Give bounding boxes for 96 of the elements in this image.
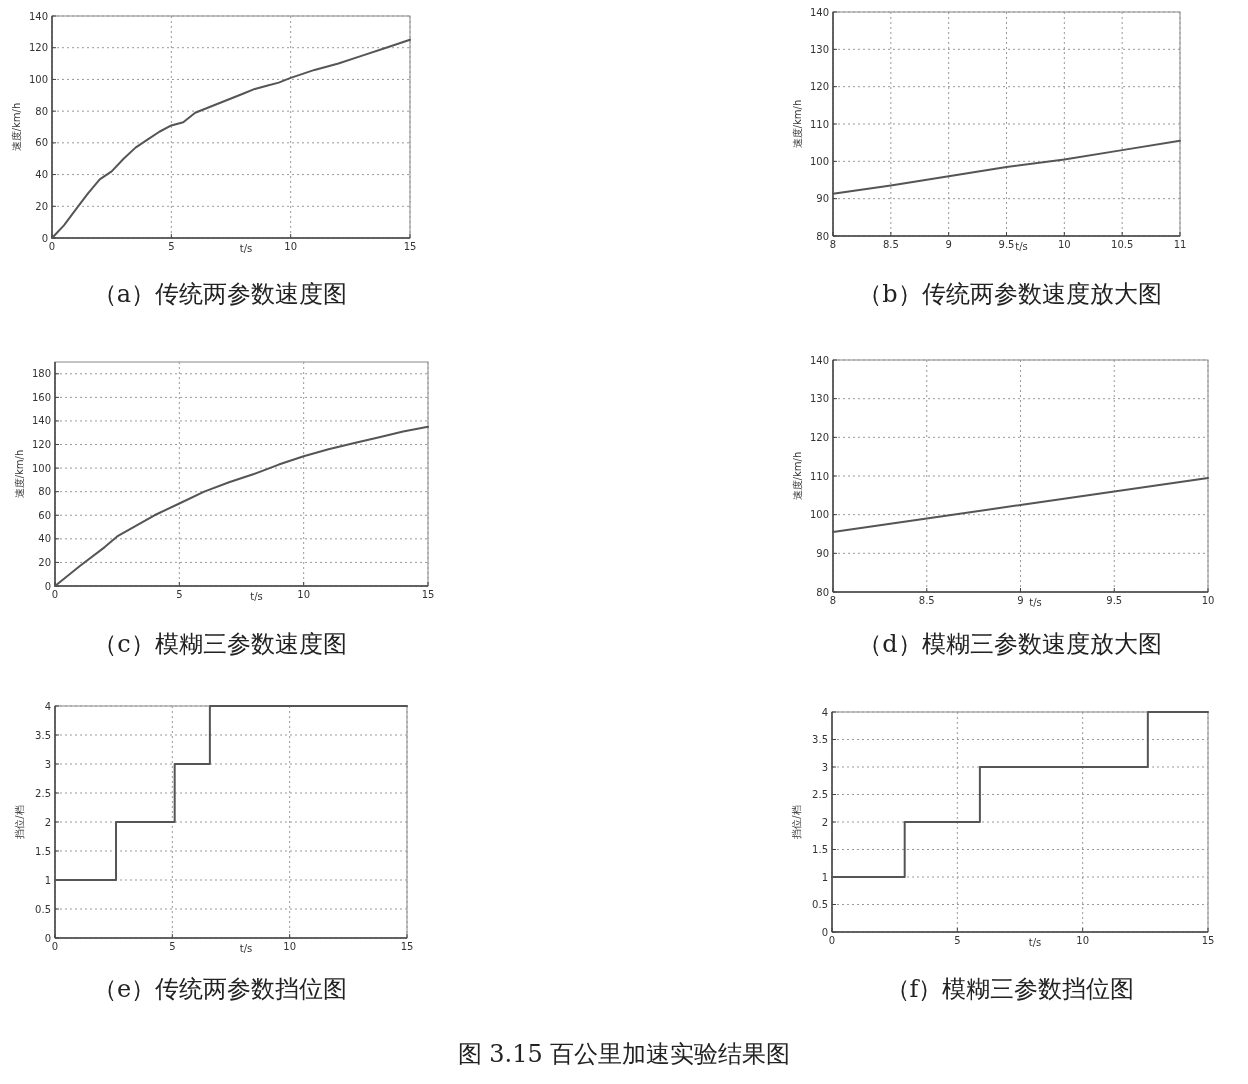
x-tick-label: 10 — [297, 589, 311, 600]
x-axis-title: t/s — [250, 591, 263, 602]
x-tick-label: 11 — [1173, 239, 1187, 250]
y-tick-label: 100 — [809, 155, 829, 167]
y-tick-label: 130 — [809, 393, 829, 405]
text: （e）传统两参数挡位图 — [92, 975, 348, 1003]
line-series — [832, 476, 1209, 534]
text: （f）模糊三参数挡位图 — [885, 975, 1135, 1003]
x-tick-label: 0 — [51, 941, 59, 952]
x-tick-label: 0 — [51, 589, 59, 600]
y-tick-label: 140 — [31, 415, 51, 427]
x-tick-label: 8.5 — [918, 595, 935, 606]
y-tick-label: 1.5 — [812, 844, 828, 855]
x-tick-label: 9 — [945, 239, 952, 250]
x-axis-title: t/s — [239, 943, 253, 954]
y-axis-title: 速度/km/h — [11, 102, 22, 152]
x-tick-label: 15 — [403, 241, 417, 252]
x-tick-label: 8.5 — [882, 239, 899, 250]
y-tick-label: 0 — [44, 580, 51, 592]
y-tick-label: 2 — [821, 816, 828, 828]
text: （a）传统两参数速度图 — [92, 280, 348, 308]
text: （d）模糊三参数速度放大图 — [858, 630, 1162, 658]
y-tick-label: 2 — [44, 816, 51, 828]
y-tick-label: 2.5 — [35, 787, 51, 799]
y-tick-label: 0.5 — [35, 903, 51, 915]
x-tick-label: 5 — [169, 941, 176, 952]
y-tick-label: 60 — [35, 137, 48, 149]
y-tick-label: 3.5 — [812, 734, 828, 745]
y-axis-title: 速度/km/h — [792, 99, 803, 149]
text: （b）传统两参数速度放大图 — [858, 280, 1162, 308]
y-tick-label: 140 — [28, 10, 48, 22]
y-tick-label: 100 — [28, 73, 48, 85]
x-tick-label: 5 — [954, 935, 961, 946]
y-tick-label: 140 — [809, 354, 829, 366]
y-axis-title: 挡位/档 — [14, 805, 25, 839]
y-tick-label: 0.5 — [812, 899, 828, 910]
y-tick-label: 90 — [816, 193, 829, 205]
y-tick-label: 3.5 — [35, 729, 51, 741]
line-series — [832, 139, 1181, 195]
y-axis-title: 挡位/档 — [791, 805, 802, 839]
y-tick-label: 3 — [44, 758, 51, 770]
x-tick-label: 10.5 — [1111, 239, 1134, 250]
x-tick-label: 9.5 — [1106, 595, 1123, 606]
y-axis-title: 速度/km/h — [14, 449, 25, 499]
y-tick-label: 80 — [816, 230, 829, 242]
y-tick-label: 1 — [44, 874, 51, 886]
y-tick-label: 120 — [809, 431, 829, 443]
y-tick-label: 100 — [809, 509, 829, 521]
text: 图 3.15 百公里加速实验结果图 — [457, 1040, 791, 1068]
y-tick-label: 120 — [28, 42, 48, 54]
y-tick-label: 110 — [809, 470, 829, 482]
y-tick-label: 1 — [821, 871, 828, 883]
x-tick-label: 10 — [1201, 595, 1215, 606]
y-tick-label: 140 — [809, 6, 829, 18]
x-tick-label: 8 — [829, 595, 837, 606]
x-axis-title: t/s — [239, 243, 253, 254]
y-tick-label: 20 — [38, 556, 51, 568]
x-tick-label: 0 — [828, 935, 836, 946]
x-tick-label: 5 — [168, 241, 175, 252]
y-tick-label: 80 — [816, 586, 829, 598]
x-tick-label: 9.5 — [998, 239, 1015, 250]
y-tick-label: 180 — [31, 368, 51, 380]
y-tick-label: 1.5 — [35, 845, 51, 857]
x-tick-label: 9 — [1017, 595, 1024, 606]
y-tick-label: 160 — [31, 391, 51, 403]
text: （c）模糊三参数速度图 — [93, 630, 347, 658]
y-tick-label: 80 — [38, 486, 51, 498]
x-axis-title: t/s — [1028, 937, 1042, 948]
x-tick-label: 15 — [400, 941, 414, 952]
x-tick-label: 10 — [284, 241, 298, 252]
y-tick-label: 40 — [35, 169, 48, 181]
y-tick-label: 80 — [35, 105, 48, 117]
x-axis-title: t/s — [1015, 241, 1028, 252]
x-tick-label: 5 — [176, 589, 183, 600]
y-tick-label: 110 — [809, 118, 829, 130]
y-tick-label: 130 — [809, 43, 829, 55]
y-tick-label: 3 — [821, 761, 828, 773]
x-tick-label: 15 — [1201, 935, 1215, 946]
y-tick-label: 40 — [38, 533, 51, 545]
y-axis-title: 速度/km/h — [792, 451, 803, 501]
y-tick-label: 100 — [31, 462, 51, 474]
x-tick-label: 10 — [283, 941, 297, 952]
x-tick-label: 10 — [1057, 239, 1071, 250]
y-tick-label: 120 — [31, 439, 51, 451]
y-tick-label: 20 — [35, 200, 48, 212]
x-axis-title: t/s — [1029, 597, 1042, 608]
y-tick-label: 90 — [816, 547, 829, 559]
x-tick-label: 15 — [421, 589, 435, 600]
y-tick-label: 2.5 — [812, 789, 828, 800]
x-tick-label: 8 — [829, 239, 837, 250]
y-tick-label: 120 — [809, 81, 829, 93]
y-tick-label: 0 — [821, 926, 828, 938]
y-tick-label: 60 — [38, 509, 51, 521]
y-tick-label: 4 — [821, 706, 828, 718]
y-tick-label: 4 — [44, 700, 51, 712]
x-tick-label: 10 — [1076, 935, 1090, 946]
